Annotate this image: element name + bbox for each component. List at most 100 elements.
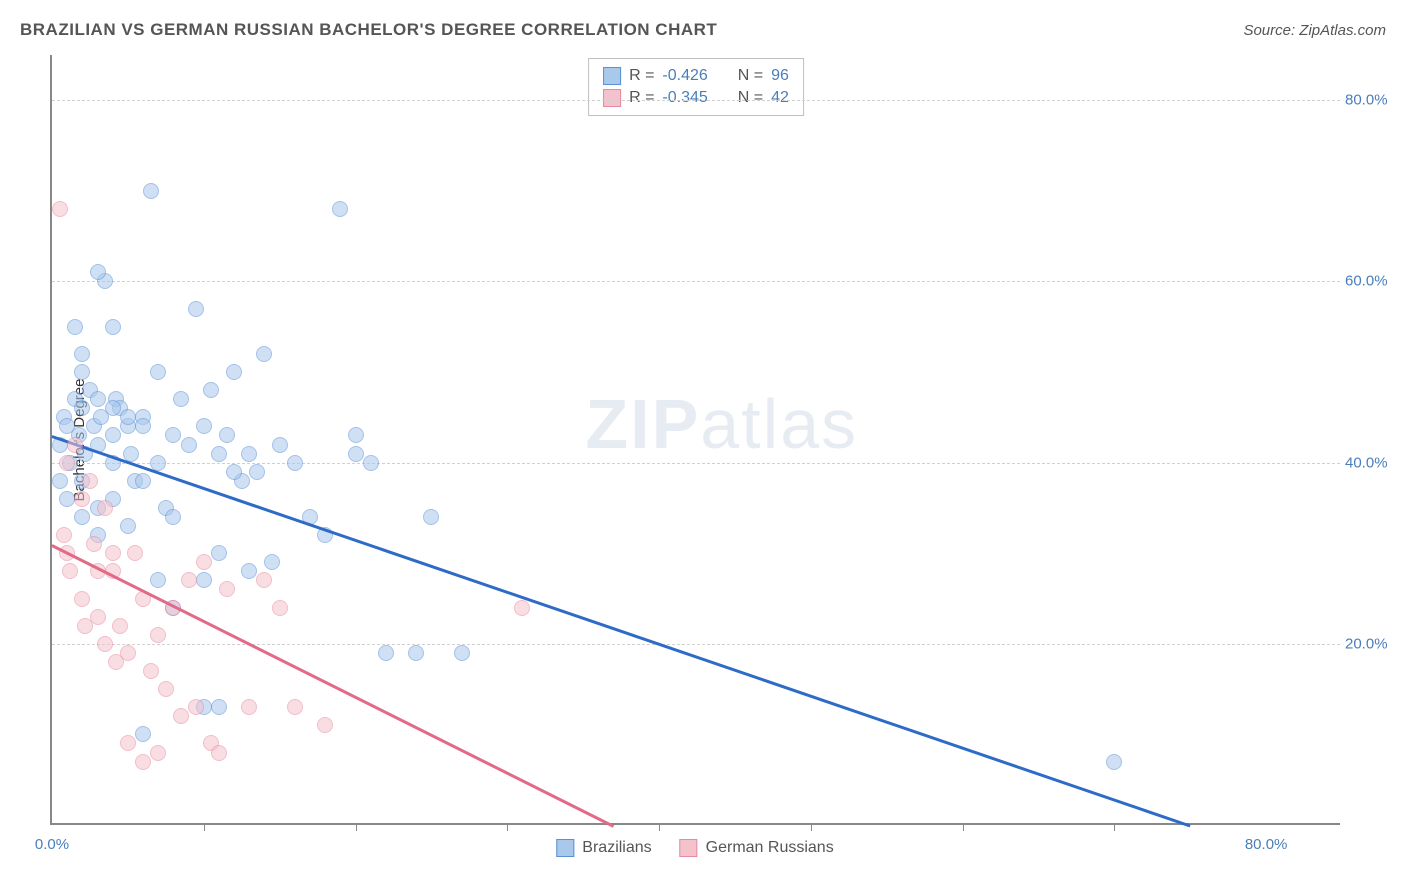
scatter-point	[348, 427, 364, 443]
scatter-point	[77, 618, 93, 634]
scatter-point	[514, 600, 530, 616]
scatter-point	[219, 581, 235, 597]
scatter-point	[211, 446, 227, 462]
scatter-point	[226, 364, 242, 380]
chart-title: BRAZILIAN VS GERMAN RUSSIAN BACHELOR'S D…	[20, 20, 717, 40]
scatter-point	[135, 726, 151, 742]
scatter-point	[264, 554, 280, 570]
legend-swatch	[603, 67, 621, 85]
scatter-point	[241, 563, 257, 579]
x-tick	[507, 823, 508, 831]
scatter-point	[196, 418, 212, 434]
scatter-point	[67, 437, 83, 453]
x-tick	[811, 823, 812, 831]
scatter-point	[52, 473, 68, 489]
scatter-point	[150, 572, 166, 588]
scatter-point	[120, 409, 136, 425]
scatter-point	[317, 717, 333, 733]
scatter-point	[97, 636, 113, 652]
legend-swatch	[680, 839, 698, 857]
scatter-point	[287, 455, 303, 471]
x-tick	[1114, 823, 1115, 831]
scatter-point	[108, 654, 124, 670]
x-tick-label: 80.0%	[1245, 836, 1288, 853]
x-tick	[659, 823, 660, 831]
scatter-point	[74, 509, 90, 525]
scatter-point	[135, 754, 151, 770]
scatter-point	[150, 364, 166, 380]
scatter-point	[150, 745, 166, 761]
scatter-point	[188, 699, 204, 715]
scatter-point	[67, 319, 83, 335]
scatter-point	[143, 663, 159, 679]
scatter-point	[287, 699, 303, 715]
scatter-point	[158, 681, 174, 697]
scatter-point	[120, 735, 136, 751]
x-tick	[963, 823, 964, 831]
legend-r-value: -0.426	[662, 67, 707, 85]
scatter-point	[196, 572, 212, 588]
gridline	[52, 100, 1340, 101]
scatter-point	[1106, 754, 1122, 770]
y-tick-label: 20.0%	[1345, 635, 1400, 652]
scatter-point	[90, 264, 106, 280]
legend-r-value: -0.345	[662, 89, 707, 107]
legend-swatch	[556, 839, 574, 857]
scatter-point	[181, 572, 197, 588]
legend-swatch	[603, 89, 621, 107]
scatter-point	[59, 455, 75, 471]
scatter-point	[165, 427, 181, 443]
y-tick-label: 60.0%	[1345, 273, 1400, 290]
scatter-point	[135, 418, 151, 434]
scatter-point	[173, 391, 189, 407]
legend-r-label: R =	[629, 67, 654, 85]
x-tick-label: 0.0%	[35, 836, 69, 853]
scatter-point	[219, 427, 235, 443]
scatter-point	[211, 699, 227, 715]
scatter-point	[173, 708, 189, 724]
scatter-point	[226, 464, 242, 480]
scatter-point	[181, 437, 197, 453]
scatter-point	[363, 455, 379, 471]
scatter-point	[90, 391, 106, 407]
chart-header: BRAZILIAN VS GERMAN RUSSIAN BACHELOR'S D…	[20, 20, 1386, 40]
scatter-point	[112, 618, 128, 634]
trend-line	[51, 544, 614, 827]
scatter-point	[188, 301, 204, 317]
legend-stats-box: R =-0.426N =96R =-0.345N =42	[588, 58, 804, 116]
scatter-point	[203, 382, 219, 398]
gridline	[52, 644, 1340, 645]
scatter-point	[272, 600, 288, 616]
legend-r-label: R =	[629, 89, 654, 107]
legend-stat-row: R =-0.345N =42	[603, 87, 789, 109]
watermark: ZIPatlas	[585, 384, 858, 464]
scatter-point	[82, 473, 98, 489]
scatter-point	[105, 545, 121, 561]
scatter-point	[165, 509, 181, 525]
scatter-point	[105, 400, 121, 416]
scatter-point	[74, 400, 90, 416]
scatter-point	[86, 536, 102, 552]
y-tick-label: 40.0%	[1345, 454, 1400, 471]
scatter-point	[74, 346, 90, 362]
legend-n-value: 96	[771, 67, 789, 85]
scatter-point	[143, 183, 159, 199]
scatter-point	[135, 473, 151, 489]
scatter-point	[241, 699, 257, 715]
legend-series-label: German Russians	[706, 839, 834, 857]
scatter-point	[74, 491, 90, 507]
gridline	[52, 463, 1340, 464]
x-tick	[204, 823, 205, 831]
legend-n-label: N =	[738, 67, 763, 85]
legend-stat-row: R = -0.426 N = 96	[603, 65, 789, 87]
scatter-point	[249, 464, 265, 480]
scatter-point	[150, 455, 166, 471]
scatter-point	[454, 645, 470, 661]
scatter-point	[62, 563, 78, 579]
scatter-point	[408, 645, 424, 661]
x-tick	[356, 823, 357, 831]
scatter-point	[211, 745, 227, 761]
scatter-point	[211, 545, 227, 561]
scatter-point	[97, 500, 113, 516]
legend-n-label: N =	[738, 89, 763, 107]
